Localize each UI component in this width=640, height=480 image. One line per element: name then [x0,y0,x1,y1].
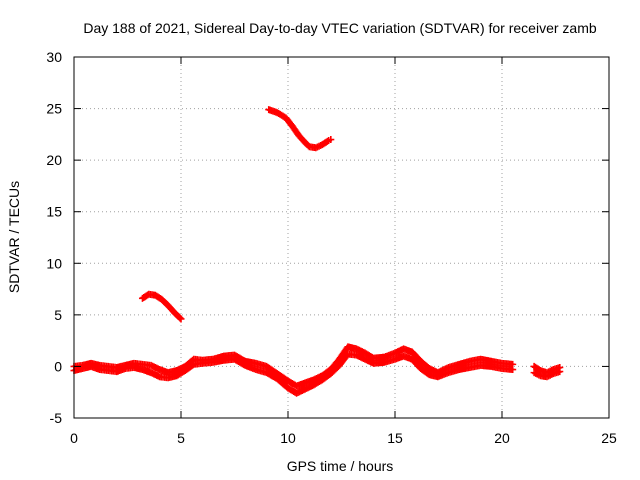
plot-frame [73,56,610,419]
data-point [177,315,185,323]
chart-title: Day 188 of 2021, Sidereal Day-to-day VTE… [83,20,596,36]
data-point [556,368,564,376]
y-tick-label: 10 [46,255,62,271]
y-tick-label: 5 [54,307,62,323]
series-sdtvar [70,106,564,397]
x-tick-label: 25 [601,430,617,446]
x-tick-label: 0 [70,430,78,446]
y-tick-label: 30 [46,49,62,65]
y-tick-label: 20 [46,152,62,168]
x-tick-label: 10 [280,430,296,446]
x-tick-label: 20 [494,430,510,446]
y-tick-label: -5 [50,410,63,426]
y-tick-label: 0 [54,358,62,374]
x-tick-label: 15 [387,430,403,446]
data-point [509,366,517,374]
y-tick-label: 25 [46,101,62,117]
y-tick-label: 15 [46,204,62,220]
data-point [327,136,335,144]
x-axis-label: GPS time / hours [287,458,394,474]
x-tick-label: 5 [177,430,185,446]
axis-ticks: 0 5 10 15 20 25 -5 0 5 10 15 20 25 30 [46,49,617,446]
data-point [176,314,184,322]
y-axis-label: SDTVAR / TECUs [6,181,22,293]
